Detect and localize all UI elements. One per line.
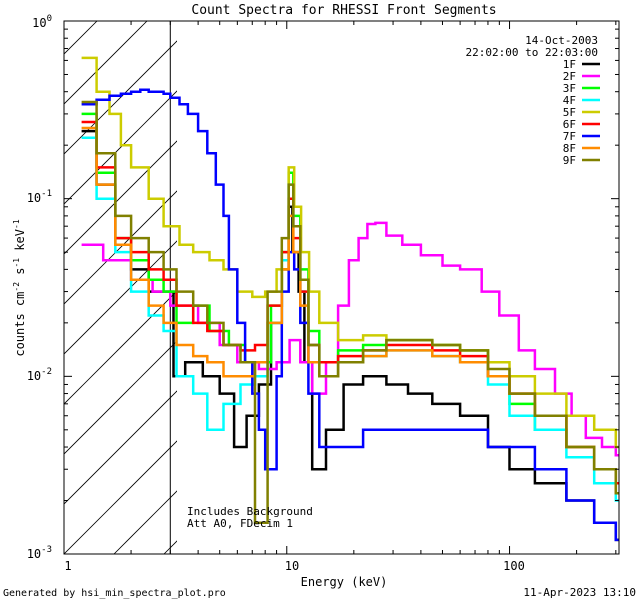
legend-label-3f: 3F — [563, 82, 576, 95]
date-label: 14-Oct-2003 — [525, 34, 598, 47]
legend-label-9f: 9F — [563, 154, 576, 167]
legend-label-2f: 2F — [563, 70, 576, 83]
hatch-line — [314, 0, 640, 554]
hatch-line — [64, 240, 177, 355]
legend-label-6f: 6F — [563, 118, 576, 131]
x-tick-labels: 1 10 100 — [64, 559, 524, 573]
hatch-line — [414, 0, 640, 554]
hatch-line — [113, 490, 177, 554]
legend-label-5f: 5F — [563, 106, 576, 119]
hatch-line — [264, 0, 640, 554]
series-line-8f — [81, 126, 619, 495]
x-axis-label: Energy (keV) — [301, 575, 388, 589]
hatch-line — [64, 21, 98, 55]
time-range-label: 22:02:00 to 22:03:00 — [466, 46, 598, 59]
footer-generated-by: Generated by hsi_min_spectra_plot.pro — [3, 588, 226, 599]
hatch-line — [64, 21, 148, 105]
axis-ticks — [63, 20, 619, 555]
hatch-line — [214, 0, 640, 554]
footer-timestamp: 11-Apr-2023 13:10 — [523, 586, 636, 599]
legend-label-7f: 7F — [563, 130, 576, 143]
x-tick-label-10: 10 — [285, 559, 299, 573]
annotation-attenuator: Att A0, FDecim 1 — [187, 517, 293, 530]
hatch-line — [64, 190, 177, 305]
hatch-line — [64, 390, 177, 505]
legend-label-1f: 1F — [563, 58, 576, 71]
hatch-line — [64, 140, 177, 255]
x-tick-label-100: 100 — [503, 559, 525, 573]
y-axis-label: counts cm-2 s-1 keV-1 — [12, 219, 27, 356]
series-line-1f — [81, 129, 619, 542]
legend-label-8f: 8F — [563, 142, 576, 155]
series-line-9f — [81, 100, 619, 524]
y-tick-label-1e0: 100 — [32, 14, 52, 30]
hatch-line — [64, 340, 177, 455]
y-tick-label-1e-2: 10-2 — [27, 367, 52, 383]
hatch-line — [64, 40, 177, 155]
y-tick-label-1e-1: 10-1 — [27, 189, 52, 205]
x-tick-label-1: 1 — [64, 559, 71, 573]
hatch-line — [364, 0, 640, 554]
y-tick-labels: 10-3 10-2 10-1 100 — [27, 14, 52, 561]
plot-frame — [63, 20, 620, 555]
hatch-line — [64, 440, 177, 554]
series-line-3f — [81, 112, 619, 485]
legend-label-4f: 4F — [563, 94, 576, 107]
series-line-5f — [81, 56, 619, 449]
y-tick-label-1e-3: 10-3 — [27, 545, 52, 561]
series-group — [81, 56, 619, 542]
annotation-background: Includes Background — [187, 505, 313, 518]
chart-title: Count Spectra for RHESSI Front Segments — [191, 3, 496, 18]
